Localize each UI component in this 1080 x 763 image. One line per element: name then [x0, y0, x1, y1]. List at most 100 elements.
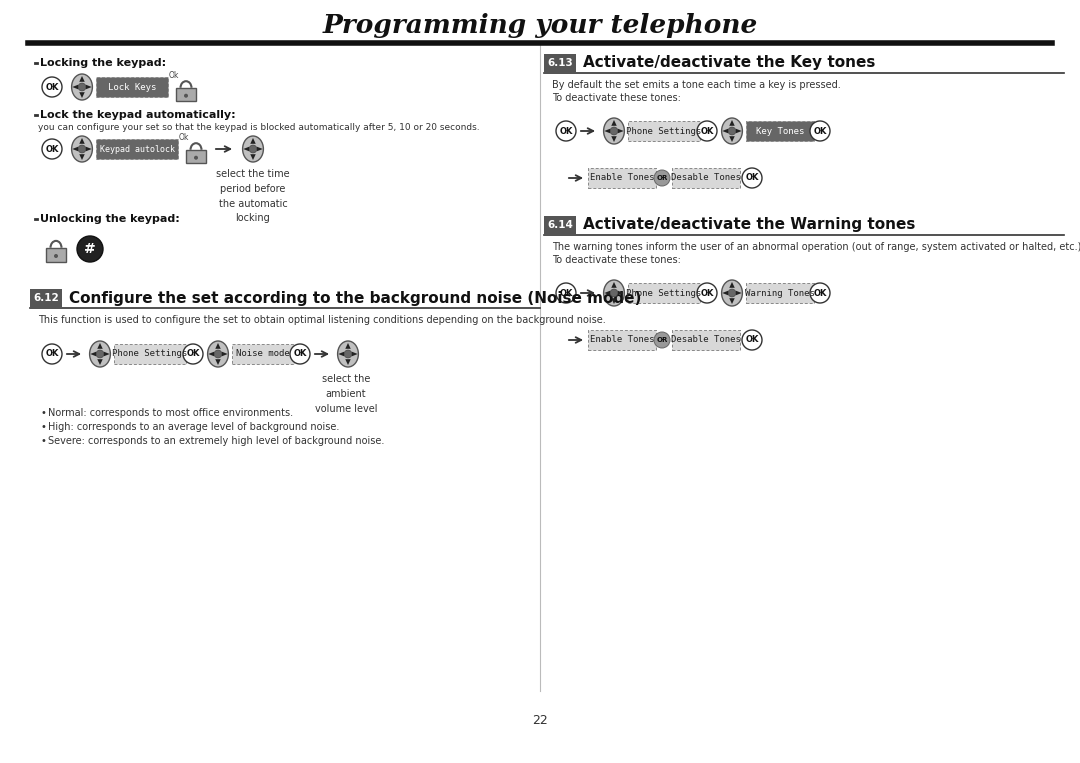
- Text: Unlocking the keypad:: Unlocking the keypad:: [40, 214, 179, 224]
- FancyBboxPatch shape: [746, 121, 814, 141]
- Text: Noise mode: Noise mode: [237, 349, 289, 359]
- Text: To deactivate these tones:: To deactivate these tones:: [552, 93, 680, 103]
- Circle shape: [654, 332, 670, 348]
- Polygon shape: [352, 352, 357, 356]
- Circle shape: [556, 121, 576, 141]
- FancyBboxPatch shape: [746, 283, 814, 303]
- Polygon shape: [221, 352, 228, 356]
- Text: Desable Tones: Desable Tones: [671, 336, 741, 345]
- Ellipse shape: [604, 280, 624, 306]
- Circle shape: [556, 283, 576, 303]
- FancyBboxPatch shape: [46, 248, 66, 262]
- Polygon shape: [79, 76, 84, 82]
- Text: select the time
period before
the automatic
locking: select the time period before the automa…: [216, 169, 289, 224]
- Circle shape: [78, 83, 86, 91]
- Polygon shape: [251, 138, 256, 143]
- Text: 6.13: 6.13: [548, 58, 572, 68]
- Polygon shape: [611, 120, 617, 126]
- Text: select the
ambient
volume level: select the ambient volume level: [314, 374, 377, 414]
- Circle shape: [697, 121, 717, 141]
- Polygon shape: [729, 137, 734, 142]
- Polygon shape: [86, 146, 92, 151]
- Circle shape: [728, 289, 735, 297]
- Ellipse shape: [90, 341, 110, 367]
- Polygon shape: [604, 129, 610, 134]
- Text: OK: OK: [813, 288, 826, 298]
- Text: 6.12: 6.12: [33, 293, 59, 303]
- Text: •: •: [40, 422, 45, 432]
- Circle shape: [610, 127, 618, 135]
- Text: •: •: [40, 408, 45, 418]
- Polygon shape: [86, 85, 92, 89]
- Circle shape: [183, 344, 203, 364]
- Text: Phone Settings: Phone Settings: [626, 288, 702, 298]
- FancyBboxPatch shape: [672, 168, 740, 188]
- Text: 22: 22: [532, 714, 548, 727]
- Polygon shape: [257, 146, 262, 151]
- Polygon shape: [208, 352, 214, 356]
- Text: To deactivate these tones:: To deactivate these tones:: [552, 255, 680, 265]
- Polygon shape: [611, 137, 617, 142]
- Text: #: #: [84, 242, 96, 256]
- FancyBboxPatch shape: [588, 330, 656, 350]
- Polygon shape: [79, 138, 84, 143]
- Polygon shape: [97, 359, 103, 365]
- Text: OK: OK: [45, 82, 58, 92]
- Text: Keypad autolock: Keypad autolock: [99, 144, 175, 153]
- Polygon shape: [215, 343, 220, 349]
- Text: Phone Settings: Phone Settings: [626, 127, 702, 136]
- Text: Lock Keys: Lock Keys: [108, 82, 157, 92]
- Text: Enable Tones: Enable Tones: [590, 173, 654, 182]
- Text: Lock the keypad automatically:: Lock the keypad automatically:: [40, 110, 235, 120]
- Text: The warning tones inform the user of an abnormal operation (out of range, system: The warning tones inform the user of an …: [552, 242, 1080, 252]
- Circle shape: [345, 350, 352, 358]
- Text: OK: OK: [559, 127, 572, 136]
- FancyBboxPatch shape: [544, 54, 576, 72]
- Circle shape: [654, 170, 670, 186]
- Circle shape: [810, 121, 831, 141]
- FancyBboxPatch shape: [96, 139, 178, 159]
- FancyBboxPatch shape: [176, 88, 195, 101]
- Circle shape: [742, 330, 762, 350]
- Polygon shape: [91, 352, 96, 356]
- Text: OK: OK: [745, 173, 758, 182]
- Polygon shape: [729, 282, 734, 288]
- Ellipse shape: [721, 118, 742, 144]
- Text: OK: OK: [559, 288, 572, 298]
- FancyBboxPatch shape: [96, 77, 168, 97]
- Text: Phone Settings: Phone Settings: [112, 349, 188, 359]
- Ellipse shape: [71, 136, 93, 162]
- Polygon shape: [618, 129, 624, 134]
- Text: OK: OK: [745, 336, 758, 345]
- Text: OK: OK: [45, 349, 58, 359]
- Text: OK: OK: [294, 349, 307, 359]
- FancyBboxPatch shape: [232, 344, 294, 364]
- Circle shape: [291, 344, 310, 364]
- Circle shape: [194, 156, 198, 159]
- Text: OR: OR: [657, 175, 667, 181]
- Text: Normal: corresponds to most office environments.: Normal: corresponds to most office envir…: [48, 408, 293, 418]
- Polygon shape: [97, 343, 103, 349]
- Ellipse shape: [207, 341, 228, 367]
- Text: OK: OK: [700, 288, 714, 298]
- Text: High: corresponds to an average level of background noise.: High: corresponds to an average level of…: [48, 422, 339, 432]
- Polygon shape: [215, 359, 220, 365]
- Text: OK: OK: [187, 349, 200, 359]
- Text: Key Tones: Key Tones: [756, 127, 805, 136]
- Text: Programming your telephone: Programming your telephone: [322, 14, 758, 38]
- Text: Severe: corresponds to an extremely high level of background noise.: Severe: corresponds to an extremely high…: [48, 436, 384, 446]
- Circle shape: [77, 236, 103, 262]
- Ellipse shape: [243, 136, 264, 162]
- Polygon shape: [604, 291, 610, 295]
- Polygon shape: [735, 291, 742, 295]
- Polygon shape: [243, 146, 249, 151]
- Text: This function is used to configure the set to obtain optimal listening condition: This function is used to configure the s…: [38, 315, 606, 325]
- Circle shape: [96, 350, 104, 358]
- Circle shape: [742, 168, 762, 188]
- Polygon shape: [346, 359, 351, 365]
- Circle shape: [42, 77, 62, 97]
- Polygon shape: [79, 154, 84, 160]
- Circle shape: [214, 350, 221, 358]
- Circle shape: [54, 254, 58, 258]
- Text: •: •: [40, 436, 45, 446]
